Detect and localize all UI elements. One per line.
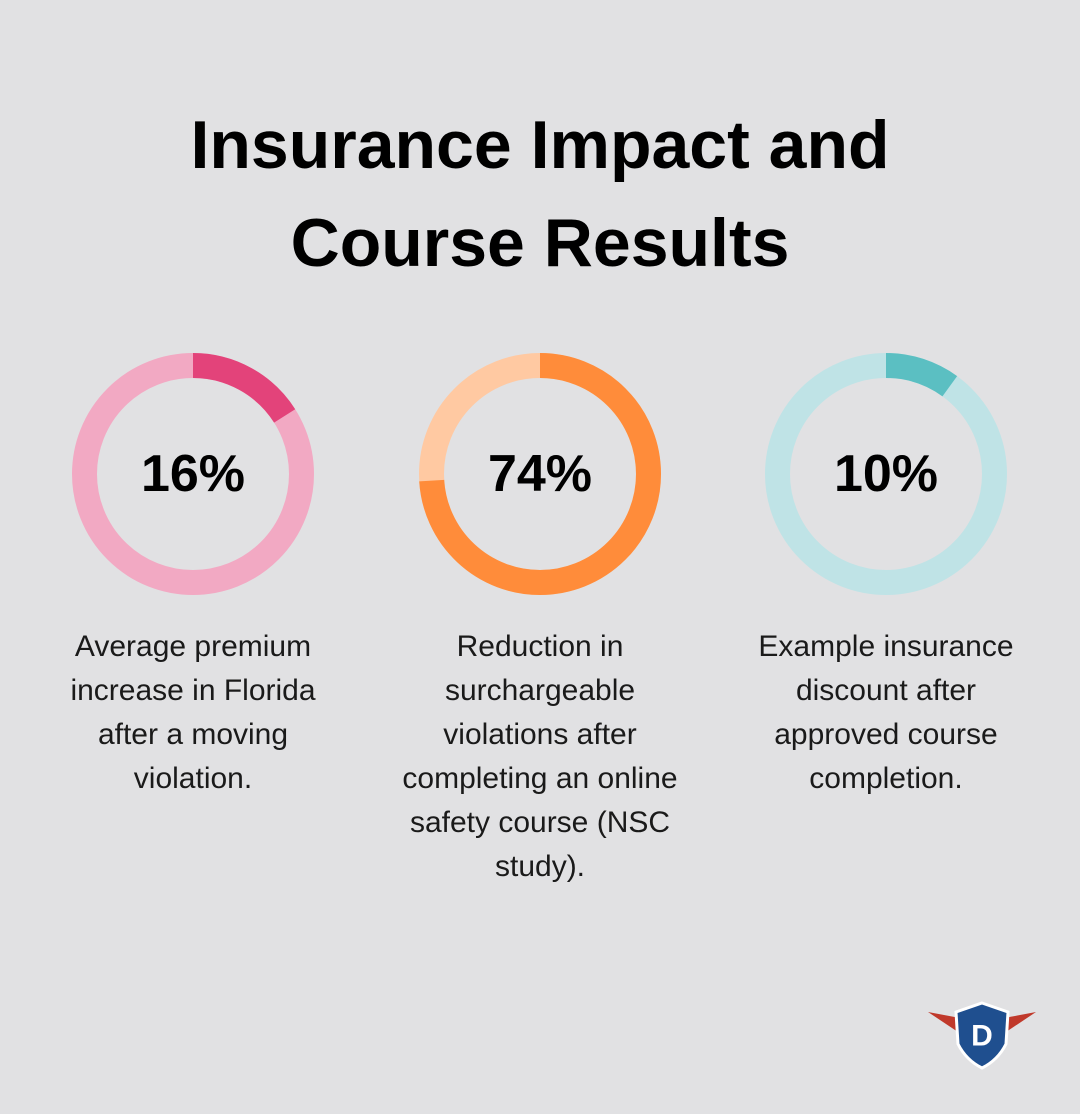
- value-label: 74%: [488, 445, 592, 503]
- logo-letter: D: [971, 1020, 993, 1053]
- logo-shield: [954, 1001, 1010, 1070]
- donut-arc: [72, 353, 314, 595]
- donut-arc: [765, 353, 1007, 595]
- value-label: 10%: [834, 445, 938, 503]
- description: Reduction in surchargeable violations af…: [402, 630, 678, 883]
- description: Average premium increase in Florida afte…: [70, 630, 316, 795]
- logo-wings: [928, 1012, 1036, 1032]
- value-label: 16%: [141, 445, 245, 503]
- description: Example insurance discount after approve…: [758, 630, 1014, 795]
- donut-arc: [419, 353, 661, 595]
- logo: D: [928, 1001, 1036, 1070]
- title: Insurance Impact and Course Results: [190, 107, 890, 281]
